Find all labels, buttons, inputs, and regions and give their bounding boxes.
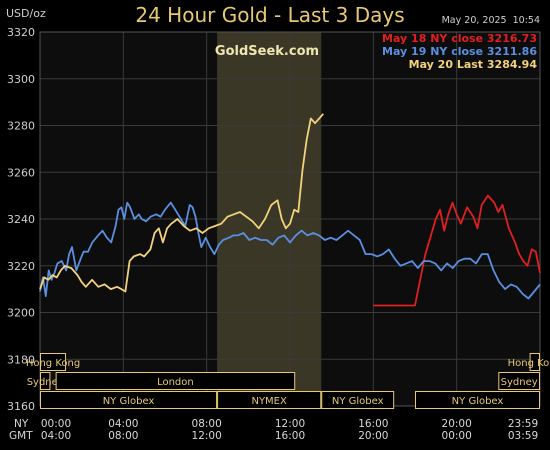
y-tick-label: 3260 xyxy=(7,166,35,179)
session-label: Hong Kong xyxy=(26,358,80,369)
x-tick-label-ny: 08:00 xyxy=(192,418,222,430)
y-axis-tick-labels: 3160 3180 3200 3220 3240 3260 3280 3300 3320 xyxy=(7,26,35,413)
timestamp: May 20, 2025 10:54 xyxy=(442,15,540,26)
y-tick-label: 3240 xyxy=(7,213,35,226)
market-sessions: Hong Kong Hong Kong Sydney London Sydney NY G… xyxy=(26,353,550,409)
x-tick-label-ny: 12:00 xyxy=(275,418,305,430)
legend: May 18 NY close 3216.73 May 19 NY close … xyxy=(382,32,537,71)
x-tick-label-ny: 00:00 xyxy=(41,418,71,430)
x-tick-label-gmt: 08:00 xyxy=(108,430,138,442)
y-tick-label: 3180 xyxy=(7,353,35,366)
session-label: Sydney xyxy=(27,377,64,388)
series-line-may20 xyxy=(39,113,324,293)
session-box xyxy=(55,372,296,390)
session-label: NY Globex xyxy=(452,396,504,407)
x-tick-label-ny: 04:00 xyxy=(108,418,138,430)
unit-label: USD/oz xyxy=(6,7,46,20)
ny-axis-label: NY xyxy=(14,418,29,430)
x-tick-label-gmt: 04:00 xyxy=(41,430,71,442)
chart-title: 24 Hour Gold - Last 3 Days xyxy=(135,3,404,27)
y-tick-label: 3160 xyxy=(7,400,35,413)
session-label: NYMEX xyxy=(251,396,287,407)
session-box xyxy=(321,391,395,409)
y-tick-label: 3200 xyxy=(7,307,35,320)
y-tick-label: 3280 xyxy=(7,120,35,133)
legend-item-may19: May 19 NY close 3211.86 xyxy=(382,45,537,58)
x-tick-label-ny: 23:59 xyxy=(508,418,538,430)
x-axis-tick-labels: 00:00 04:00 08:00 12:00 16:00 20:00 23:5904:00… xyxy=(41,418,538,442)
session-label: NY Globex xyxy=(103,396,155,407)
session-box xyxy=(498,372,541,390)
session-box xyxy=(415,391,540,409)
series-line-may18 xyxy=(373,194,541,307)
session-box xyxy=(40,391,218,409)
watermark: GoldSeek.com xyxy=(215,44,319,59)
y-tick-label: 3300 xyxy=(7,73,35,86)
x-tick-label-gmt: 20:00 xyxy=(358,430,388,442)
session-label: NY Globex xyxy=(332,396,384,407)
legend-item-may18: May 18 NY close 3216.73 xyxy=(382,32,537,45)
y-tick-label: 3320 xyxy=(7,26,35,39)
session-box xyxy=(217,391,322,409)
series-line-may19 xyxy=(39,201,541,300)
session-box xyxy=(40,353,67,371)
x-tick-label-ny: 16:00 xyxy=(358,418,388,430)
x-tick-label-gmt: 00:00 xyxy=(442,430,472,442)
x-tick-label-gmt: 03:59 xyxy=(508,430,538,442)
session-label: Sydney xyxy=(501,377,538,388)
session-box xyxy=(40,372,51,390)
legend-item-may20: May 20 Last 3284.94 xyxy=(409,58,538,71)
x-tick-label-gmt: 16:00 xyxy=(275,430,305,442)
session-box xyxy=(529,353,540,371)
session-label: London xyxy=(157,377,194,388)
session-label: Hong Kong xyxy=(508,358,550,369)
price-series xyxy=(39,113,541,307)
x-tick-label-gmt: 12:00 xyxy=(192,430,222,442)
y-tick-label: 3220 xyxy=(7,260,35,273)
gmt-axis-label: GMT xyxy=(9,430,33,442)
x-tick-label-ny: 20:00 xyxy=(442,418,472,430)
